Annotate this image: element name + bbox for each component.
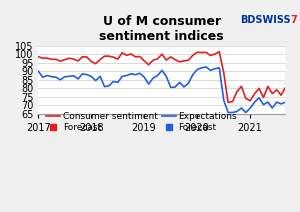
Title: U of M consumer
sentiment indices: U of M consumer sentiment indices bbox=[99, 15, 224, 43]
Legend: Consumer sentiment, Forecast, Expectations, Forecast: Consumer sentiment, Forecast, Expectatio… bbox=[43, 109, 241, 135]
Text: BDSWISS: BDSWISS bbox=[240, 15, 291, 25]
Text: 7: 7 bbox=[290, 15, 297, 25]
